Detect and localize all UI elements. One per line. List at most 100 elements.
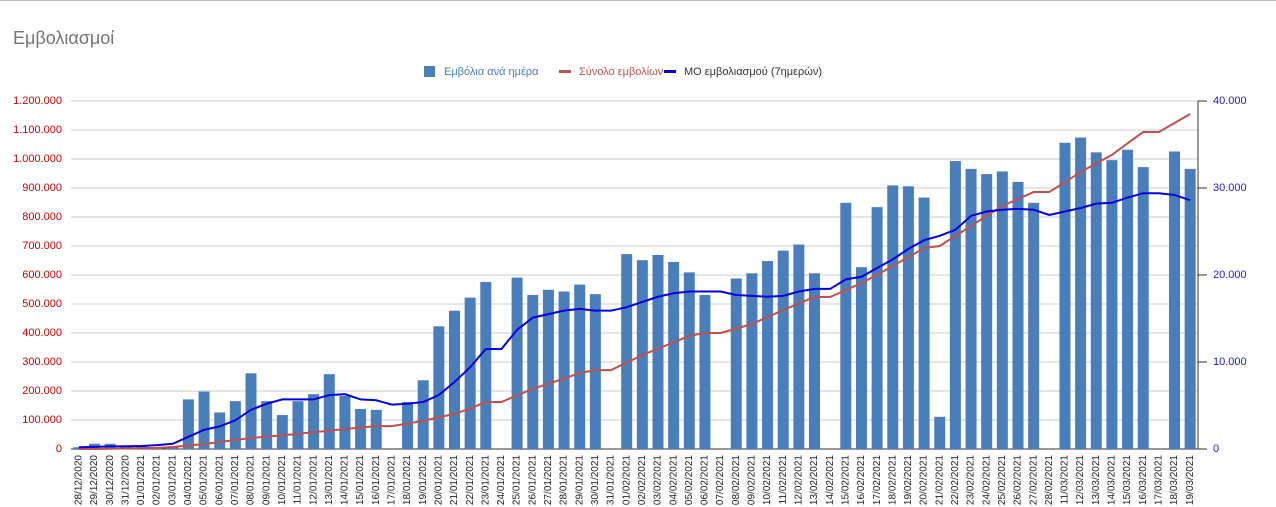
x-tick-label: 28/12/2020 xyxy=(73,455,84,505)
y2-tick-label: 40.000 xyxy=(1213,95,1247,107)
bar xyxy=(308,394,320,449)
bar xyxy=(214,412,226,449)
y-tick-label: 500.000 xyxy=(22,298,62,310)
x-tick-label: 25/01/2021 xyxy=(512,455,523,505)
x-tick-label: 18/01/2021 xyxy=(402,455,413,505)
bar xyxy=(1169,151,1181,449)
bar xyxy=(902,186,914,449)
bar xyxy=(1012,181,1024,449)
legend-swatch xyxy=(424,66,435,77)
bar xyxy=(370,409,382,449)
x-tick-label: 04/01/2021 xyxy=(183,455,194,505)
x-tick-label: 12/03/2021 xyxy=(1075,455,1086,505)
x-tick-label: 19/02/2021 xyxy=(903,455,914,505)
bar xyxy=(981,174,993,449)
bar xyxy=(448,310,460,449)
bar xyxy=(777,250,789,449)
bar xyxy=(1106,160,1118,449)
bar xyxy=(887,185,899,449)
x-tick-label: 19/01/2021 xyxy=(418,455,429,505)
x-tick-label: 08/01/2021 xyxy=(246,455,257,505)
bar xyxy=(433,326,445,449)
x-tick-label: 20/02/2021 xyxy=(919,455,930,505)
legend-label: ΜΟ εμβολιασμού (7ημερών) xyxy=(684,66,822,78)
x-tick-label: 27/02/2021 xyxy=(1028,455,1039,505)
bar xyxy=(809,273,821,449)
bar xyxy=(464,297,476,449)
x-tick-label: 24/01/2021 xyxy=(496,455,507,505)
x-tick-label: 16/03/2021 xyxy=(1138,455,1149,505)
x-tick-label: 15/02/2021 xyxy=(840,455,851,505)
bar xyxy=(480,281,492,449)
bar xyxy=(949,161,961,449)
x-tick-label: 28/01/2021 xyxy=(559,455,570,505)
line xyxy=(78,113,1191,450)
x-tick-label: 02/01/2021 xyxy=(152,455,163,505)
bar xyxy=(1122,149,1134,449)
x-tick-label: 12/02/2021 xyxy=(793,455,804,505)
x-tick-label: 07/02/2021 xyxy=(715,455,726,505)
x-tick-label: 16/01/2021 xyxy=(371,455,382,505)
x-tick-label: 14/02/2021 xyxy=(825,455,836,505)
x-tick-label: 21/01/2021 xyxy=(449,455,460,505)
bar xyxy=(746,273,758,449)
x-tick-label: 17/03/2021 xyxy=(1154,455,1165,505)
x-tick-label: 19/03/2021 xyxy=(1185,455,1196,505)
x-tick-label: 04/02/2021 xyxy=(668,455,679,505)
x-tick-label: 09/01/2021 xyxy=(261,455,272,505)
x-tick-label: 07/01/2021 xyxy=(230,455,241,505)
legend-swatch xyxy=(664,70,676,73)
bar xyxy=(652,254,664,449)
x-tick-label: 03/01/2021 xyxy=(167,455,178,505)
x-tick-label: 18/03/2021 xyxy=(1169,455,1180,505)
x-tick-label: 14/01/2021 xyxy=(340,455,351,505)
bar xyxy=(918,197,930,449)
bar xyxy=(182,399,194,449)
x-tick-label: 20/01/2021 xyxy=(433,455,444,505)
x-tick-label: 13/01/2021 xyxy=(324,455,335,505)
bar xyxy=(339,395,351,449)
y-tick-label: 1.100.000 xyxy=(13,124,62,136)
bar xyxy=(871,207,883,449)
y-tick-label: 200.000 xyxy=(22,385,62,397)
x-tick-label: 11/02/2021 xyxy=(778,455,789,505)
bar xyxy=(276,415,288,449)
bar xyxy=(762,261,774,449)
y-tick-label: 800.000 xyxy=(22,211,62,223)
bar xyxy=(292,401,304,449)
bar xyxy=(198,391,210,449)
x-tick-label: 05/02/2021 xyxy=(684,455,695,505)
bar xyxy=(245,373,257,449)
bar xyxy=(730,278,742,449)
y-tick-label: 400.000 xyxy=(22,327,62,339)
bar xyxy=(323,374,335,449)
x-tick-label: 22/02/2021 xyxy=(950,455,961,505)
x-tick-label: 17/01/2021 xyxy=(387,455,398,505)
bar xyxy=(355,408,367,449)
x-tick-label: 17/02/2021 xyxy=(872,455,883,505)
x-tick-label: 12/01/2021 xyxy=(308,455,319,505)
bar xyxy=(1028,202,1040,449)
y2-tick-label: 20.000 xyxy=(1213,269,1247,281)
x-tick-label: 30/01/2021 xyxy=(590,455,601,505)
y2-tick-label: 10.000 xyxy=(1213,356,1247,368)
y-tick-label: 900.000 xyxy=(22,182,62,194)
x-tick-label: 25/02/2021 xyxy=(997,455,1008,505)
bar xyxy=(542,289,554,449)
x-tick-label: 23/02/2021 xyxy=(966,455,977,505)
x-tick-label: 27/01/2021 xyxy=(543,455,554,505)
x-tick-label: 13/03/2021 xyxy=(1091,455,1102,505)
x-tick-label: 10/02/2021 xyxy=(762,455,773,505)
x-tick-label: 13/02/2021 xyxy=(809,455,820,505)
x-tick-label: 06/02/2021 xyxy=(700,455,711,505)
legend-label: Σύνολο εμβολίων xyxy=(579,66,664,78)
y-tick-label: 700.000 xyxy=(22,240,62,252)
x-tick-label: 15/01/2021 xyxy=(355,455,366,505)
x-tick-label: 09/02/2021 xyxy=(747,455,758,505)
x-tick-label: 11/03/2021 xyxy=(1060,455,1071,505)
bar xyxy=(683,272,695,449)
bar xyxy=(574,284,586,449)
bar xyxy=(793,244,805,449)
bar xyxy=(417,380,429,449)
